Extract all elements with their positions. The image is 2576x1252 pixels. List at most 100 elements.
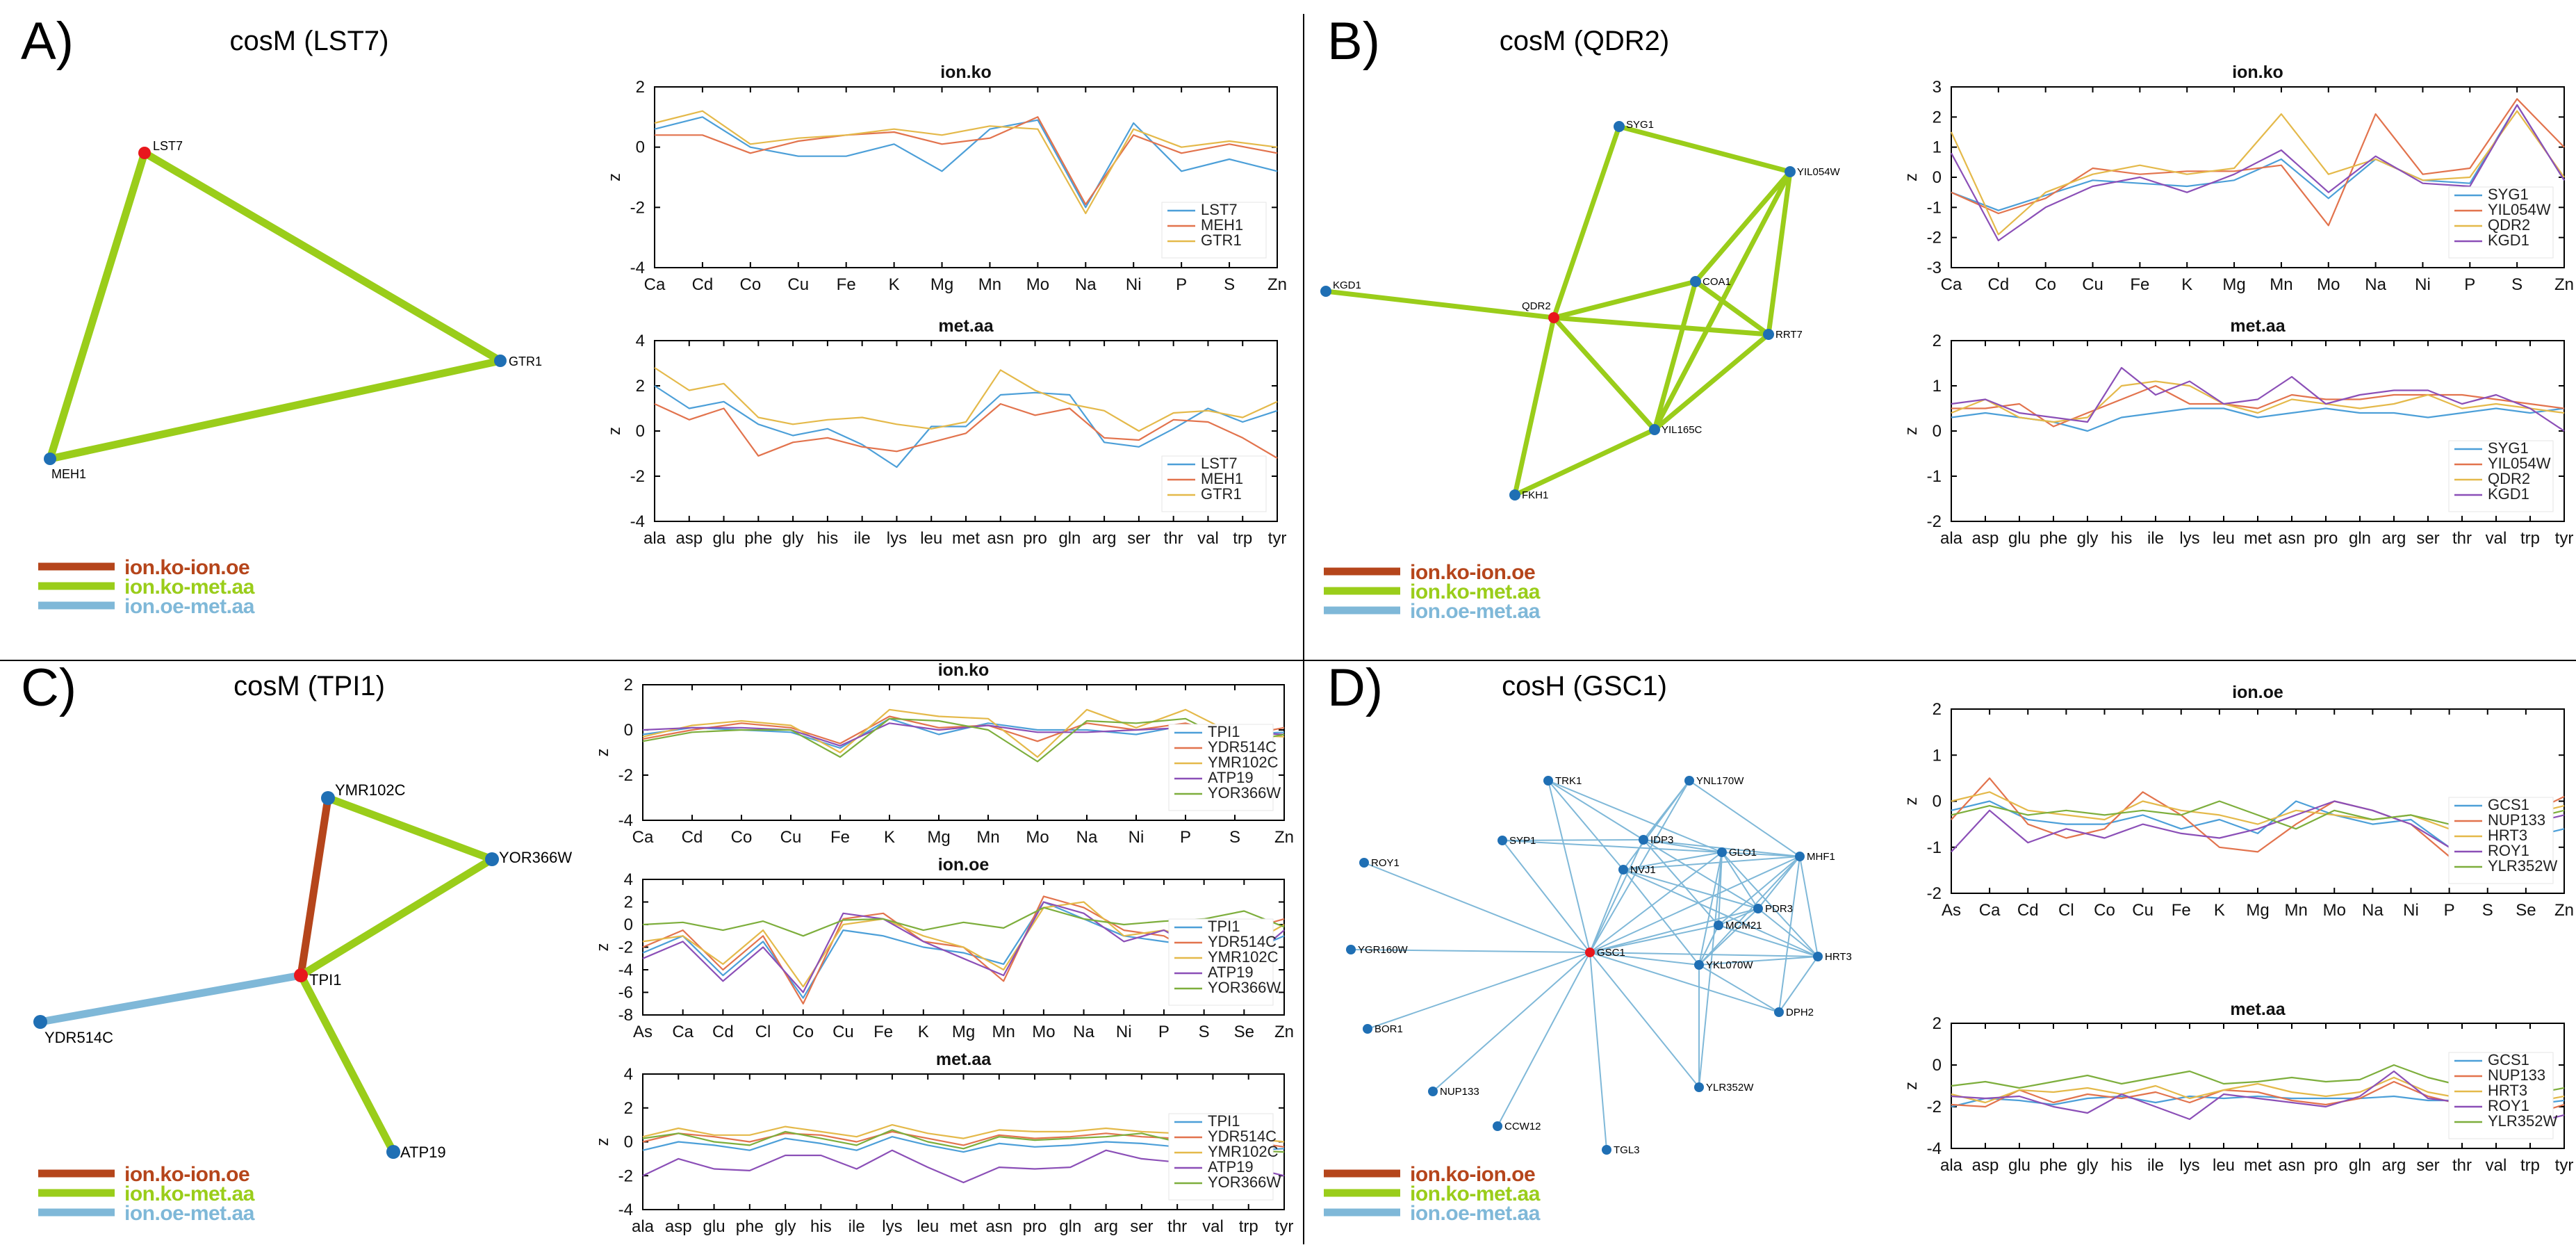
x-tick-label: K [2214,901,2225,920]
x-tick-label: ala [1940,1156,1963,1175]
chart-legend-label: YIL054W [2488,201,2551,218]
x-axis: As Ca Cd Cl Co Cu Fe K Mg Mn Mo Na Ni P S Se Zn [1942,709,2574,920]
y-tick-label: -1 [1927,467,1942,486]
network-edge [1623,852,1723,870]
x-tick-label: Co [731,828,753,847]
x-tick-label: val [1197,529,1219,548]
network-edge [1323,288,1557,320]
x-tick-label: Mn [2270,275,2292,294]
series-line-yil054w [1951,384,2565,428]
chart-legend-label: SYG1 [2488,439,2529,457]
network-edge [1693,279,1771,337]
network-node-label: TRK1 [1555,775,1582,787]
y-tick-label: 2 [636,78,645,97]
y-axis-label: z [593,749,612,757]
y-axis: -4 -2 0 2 4 z [593,1065,1284,1219]
x-tick-label: Zn [2554,275,2574,294]
chart-legend-label: GCS1 [2488,1051,2529,1068]
network-edge [1652,279,1698,432]
x-tick-label: Fe [830,828,850,847]
x-tick-label: Cd [682,828,703,847]
y-axis: -3 -2 -1 0 1 2 3 z [1902,78,2564,277]
chart-legend-label: GTR1 [1201,231,1242,249]
network-edge [297,794,332,979]
network-node-coa1 [1690,276,1701,287]
x-tick-label: phe [736,1217,764,1236]
network-edge [1589,856,1800,953]
network-node-qdr2 [1548,312,1559,323]
y-tick-label: 0 [624,1133,633,1152]
network-edge [1623,869,1700,966]
x-tick-label: Mo [2317,275,2340,294]
y-tick-label: 2 [1933,332,1942,350]
chart-legend-label: MEH1 [1201,470,1243,487]
chart-legend-label: GCS1 [2488,796,2529,813]
x-tick-label: asn [987,529,1014,548]
network-node-label: YIL054W [1797,166,1841,178]
network-node-ykl070w [1694,960,1704,970]
x-tick-label: Mn [976,828,999,847]
network-node-label: MEH1 [51,467,86,481]
y-tick-label: 2 [1933,1014,1942,1033]
network-edge [1718,908,1759,926]
x-axis: ala asp glu phe gly his ile lys leu met asn pro gln a… [1940,341,2573,548]
y-tick-label: -4 [630,259,645,277]
line-chart-met-aa: met.aa -4 -2 0 2 z ala asp glu phe gly his ile lys leu… [1902,1000,2573,1175]
x-tick-label: S [1229,828,1240,847]
x-tick-label: phe [2040,1156,2067,1175]
network-edge [1367,952,1591,1030]
x-tick-label: As [1942,901,1961,920]
y-tick-label: -4 [1927,1139,1942,1158]
x-tick-label: pro [2314,529,2338,548]
x-tick-label: gly [2077,1156,2099,1175]
x-axis: Ca Cd Co Cu Fe K Mg Mn Mo Na Ni P S Zn [1941,87,2574,294]
chart-title: ion.oe [2232,683,2283,702]
x-tick-label: P [1176,275,1187,294]
network-edge [1689,780,1800,857]
network-node-label: PDR3 [1765,903,1793,915]
series-line-lst7 [654,385,1278,469]
x-tick-label: Fe [837,275,856,294]
y-tick-label: 4 [624,1065,633,1084]
x-tick-label: trp [1239,1217,1258,1236]
network-node-ccw12 [1493,1121,1502,1131]
chart-legend-box [1161,455,1267,512]
legend-label-ko-met: ion.ko-met.aa [124,576,255,599]
chart-legend-label: GTR1 [1201,485,1242,503]
x-tick-label: his [817,529,839,548]
network-node-label: BOR1 [1375,1023,1403,1035]
x-tick-label: Ni [2415,275,2431,294]
x-tick-label: asn [2279,529,2306,548]
network-edge [1698,908,1759,966]
y-axis: -4 -2 0 2 4 z [605,332,1277,531]
network-edges [1350,780,1819,1151]
legend-label-ko-oe: ion.ko-ion.oe [1410,561,1535,584]
x-tick-label: Zn [1274,1023,1294,1041]
network-edge [1623,780,1690,870]
x-tick-label: asp [665,1217,692,1236]
y-tick-label: -1 [1927,838,1942,857]
network-edge [1512,427,1657,498]
x-tick-label: Ca [632,828,654,847]
network-node-label: COA1 [1703,276,1731,288]
x-tick-label: ala [643,529,666,548]
series-line-gtr1 [654,110,1278,215]
network-node-nvj1 [1618,865,1628,875]
y-axis: -2 -1 0 1 2 z [1902,332,2564,531]
x-tick-label: trp [2520,1156,2540,1175]
x-tick-label: Ca [644,275,666,294]
line-chart-met-aa: met.aa -4 -2 0 2 4 z ala asp glu phe gly his ile lys le… [605,316,1286,548]
x-tick-label: Mn [2284,901,2307,920]
network-node-trk1 [1543,776,1553,786]
chart-legend-label: KGD1 [2488,231,2529,249]
series-line-meh1 [655,116,1278,206]
network-edge [1623,869,1819,957]
y-axis-label: z [593,1138,612,1146]
y-tick-label: 0 [1933,168,1942,187]
y-tick-label: -2 [618,766,633,785]
network-edge [1589,839,1644,953]
x-tick-label: leu [2213,529,2235,548]
x-axis: Ca Cd Co Cu Fe K Mg Mn Mo Na Ni P S Zn [632,685,1294,847]
